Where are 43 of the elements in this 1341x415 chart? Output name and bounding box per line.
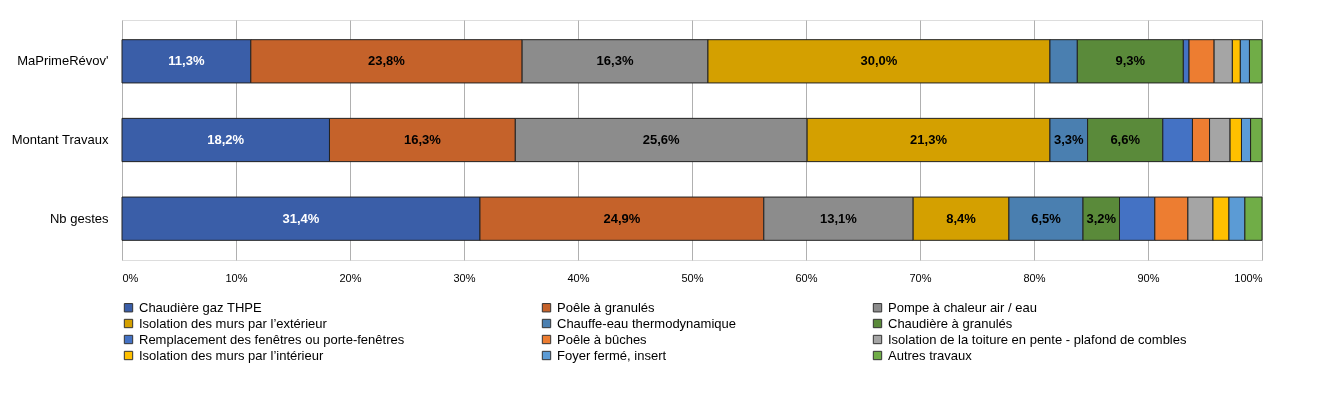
legend-label: Chauffe-eau thermodynamique (557, 315, 736, 331)
y-tick-label: MaPrimeRévov' (17, 53, 109, 69)
x-tick-label: 80% (1023, 271, 1046, 284)
data-label: 18,2% (207, 132, 245, 147)
data-label: 16,3% (403, 132, 442, 147)
legend-label: Chaudière à granulés (888, 315, 1013, 331)
data-label: 30,0% (860, 53, 898, 69)
x-tick-label: 0% (122, 271, 139, 284)
data-label: 31,4% (282, 210, 320, 226)
x-tick-label: 100% (1234, 271, 1263, 284)
legend-label: Autres travaux (888, 347, 973, 363)
legend-label: Isolation des murs par l’extérieur (139, 315, 328, 331)
data-label: 3,2% (1086, 210, 1117, 226)
data-label: 25,6% (642, 132, 681, 147)
x-tick-label: 70% (909, 271, 932, 284)
x-tick-label: 50% (681, 271, 704, 284)
x-tick-label: 90% (1137, 271, 1160, 284)
legend-label: Isolation de la toiture en pente - plafond de combles (888, 331, 1187, 347)
x-tick-label: 10% (225, 271, 248, 284)
x-tick-label: 40% (567, 271, 590, 284)
legend-label: Pompe à chaleur air / eau (888, 299, 1037, 315)
data-label: 3,3% (1053, 132, 1085, 147)
legend-label: Remplacement des fenêtres ou porte-fenêtres (139, 331, 405, 347)
legend-label: Chaudière gaz THPE (139, 299, 262, 315)
data-label: 11,3% (168, 53, 205, 69)
legend-label: Poêle à granulés (557, 299, 656, 315)
x-tick-label: 20% (339, 271, 362, 284)
data-label: 13,1% (820, 210, 858, 226)
data-label: 6,6% (1110, 132, 1141, 147)
legend-label: Foyer fermé, insert (557, 347, 667, 363)
data-label: 6,5% (1031, 210, 1062, 226)
legend-label: Poêle à bûches (557, 331, 648, 347)
data-label: 24,9% (603, 210, 641, 226)
data-label: 9,3% (1115, 53, 1146, 69)
x-tick-label: 30% (453, 271, 476, 284)
y-tick-label: Nb gestes (49, 210, 109, 226)
data-label: 8,4% (946, 210, 977, 226)
data-label: 16,3% (596, 53, 634, 69)
legend-label: Isolation des murs par l’intérieur (139, 347, 324, 363)
data-label: 23,8% (368, 53, 406, 69)
y-tick-label: Montant Travaux (11, 132, 109, 147)
x-tick-label: 60% (795, 271, 818, 284)
data-label: 21,3% (910, 132, 948, 147)
